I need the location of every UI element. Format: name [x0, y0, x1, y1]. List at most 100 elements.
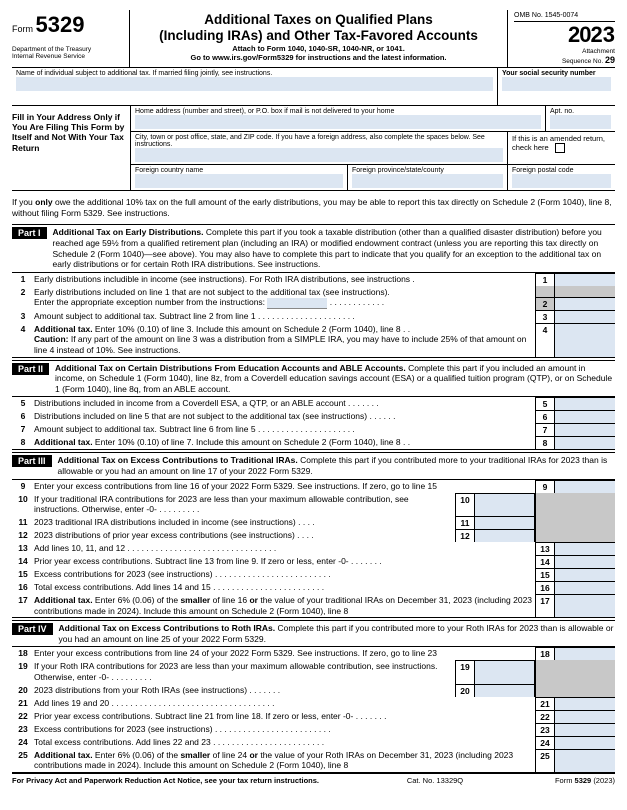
address-block: Fill in Your Address Only if You Are Fil… — [12, 106, 615, 191]
line11-value[interactable] — [475, 516, 535, 529]
foreign-country-field[interactable]: Foreign country name — [131, 165, 347, 190]
part2-header: Part II Additional Tax on Certain Distri… — [12, 360, 615, 398]
city-label: City, town or post office, state, and ZI… — [135, 134, 503, 148]
home-address-field[interactable]: Home address (number and street), or P.O… — [131, 106, 545, 131]
line19-text: If your Roth IRA contributions for 2023 … — [34, 661, 437, 682]
footer-left: For Privacy Act and Paperwork Reduction … — [12, 776, 375, 785]
seq-text: Sequence No. — [562, 58, 603, 65]
city-field[interactable]: City, town or post office, state, and ZI… — [131, 132, 507, 164]
line21-text: Add lines 19 and 20 — [34, 698, 109, 708]
line16-value[interactable] — [555, 581, 615, 594]
line2a-text: Early distributions included on line 1 t… — [34, 287, 390, 297]
line14-text: Prior year excess contributions. Subtrac… — [34, 556, 349, 566]
part2-label: Part II — [12, 363, 49, 375]
line13-text: Add lines 10, 11, and 12 — [34, 543, 125, 553]
header: Form 5329 Department of the Treasury Int… — [12, 10, 615, 68]
line8a-text: Additional tax. — [34, 437, 93, 447]
line15-text: Excess contributions for 2023 (see instr… — [34, 569, 213, 579]
foreign-province-label: Foreign province/state/county — [352, 167, 503, 174]
line3-value[interactable] — [555, 310, 615, 323]
line5-text: Distributions included in income from a … — [34, 398, 346, 408]
line5-value[interactable] — [555, 397, 615, 410]
dept-line2: Internal Revenue Service — [12, 53, 125, 60]
foreign-country-label: Foreign country name — [135, 167, 343, 174]
part2-lines: 5Distributions included in income from a… — [12, 397, 615, 450]
line12-text: 2023 distributions of prior year excess … — [34, 530, 300, 540]
line7-value[interactable] — [555, 423, 615, 436]
title-line1: Additional Taxes on Qualified Plans — [204, 12, 433, 27]
line1-value[interactable] — [555, 273, 615, 286]
name-field[interactable]: Name of individual subject to additional… — [12, 68, 497, 105]
footer: For Privacy Act and Paperwork Reduction … — [12, 773, 615, 785]
line8-value[interactable] — [555, 436, 615, 449]
form-number: 5329 — [36, 12, 85, 37]
line24-value[interactable] — [555, 736, 615, 749]
line4-value[interactable] — [555, 323, 615, 357]
part2-title: Additional Tax on Certain Distributions … — [55, 363, 406, 373]
line8b-text: Enter 10% (0.10) of line 7. Include this… — [93, 437, 401, 447]
form-word: Form — [12, 24, 33, 34]
foreign-province-field[interactable]: Foreign province/state/county — [347, 165, 507, 190]
line15-value[interactable] — [555, 568, 615, 581]
line13-value[interactable] — [555, 542, 615, 555]
line6-value[interactable] — [555, 410, 615, 423]
line6-text: Distributions included on line 5 that ar… — [34, 411, 367, 421]
line9-value[interactable] — [555, 480, 615, 493]
line9-text: Enter your excess contributions from lin… — [34, 480, 535, 493]
line25-value[interactable] — [555, 749, 615, 772]
line23-text: Excess contributions for 2023 (see instr… — [34, 724, 213, 734]
line19-value[interactable] — [475, 660, 535, 683]
dept-line1: Department of the Treasury — [12, 46, 125, 53]
part4-label: Part IV — [12, 623, 53, 635]
line12-value[interactable] — [475, 529, 535, 542]
header-left: Form 5329 Department of the Treasury Int… — [12, 10, 130, 67]
line25a-text: Additional tax. — [34, 750, 93, 760]
intro-note: If you only owe the additional 10% tax o… — [12, 191, 615, 222]
line17-value[interactable] — [555, 594, 615, 617]
line4c-text: Caution: — [34, 334, 68, 344]
line20-value[interactable] — [475, 684, 535, 697]
part4-lines: 18Enter your excess contributions from l… — [12, 647, 615, 773]
name-ssn-row: Name of individual subject to additional… — [12, 68, 615, 106]
attach-line: Attach to Form 1040, 1040-SR, 1040-NR, o… — [136, 44, 501, 53]
form-5329-page: Form 5329 Department of the Treasury Int… — [0, 0, 627, 795]
year-suffix: 23 — [591, 22, 615, 47]
foreign-postal-label: Foreign postal code — [512, 167, 611, 174]
address-instruction: Fill in Your Address Only if You Are Fil… — [12, 106, 130, 190]
line4a-text: Additional tax. — [34, 324, 93, 334]
line14-value[interactable] — [555, 555, 615, 568]
header-mid: Additional Taxes on Qualified Plans (Inc… — [130, 10, 507, 67]
line18-value[interactable] — [555, 647, 615, 660]
part1-header: Part I Additional Tax on Early Distribut… — [12, 224, 615, 273]
part4-header: Part IV Additional Tax on Excess Contrib… — [12, 620, 615, 647]
apt-label: Apt. no. — [550, 108, 611, 115]
part1-label: Part I — [12, 227, 47, 239]
part1-title: Additional Tax on Early Distributions. — [53, 227, 204, 237]
foreign-postal-field[interactable]: Foreign postal code — [507, 165, 615, 190]
line2-value[interactable] — [555, 297, 615, 310]
part3-lines: 9Enter your excess contributions from li… — [12, 480, 615, 619]
line24-text: Total excess contributions. Add lines 22… — [34, 737, 211, 747]
omb-number: OMB No. 1545-0074 — [514, 12, 615, 22]
line10-value[interactable] — [475, 493, 535, 516]
line18-text: Enter your excess contributions from lin… — [34, 647, 535, 660]
seq-num: 29 — [605, 55, 615, 65]
checkbox-icon[interactable] — [555, 143, 565, 153]
line7-text: Amount subject to additional tax. Subtra… — [34, 424, 256, 434]
line23-value[interactable] — [555, 723, 615, 736]
line16-text: Total excess contributions. Add lines 14… — [34, 582, 211, 592]
line10-text: If your traditional IRA contributions fo… — [34, 494, 409, 515]
title-line2: (Including IRAs) and Other Tax-Favored A… — [159, 28, 478, 43]
apt-field[interactable]: Apt. no. — [545, 106, 615, 131]
ssn-field[interactable]: Your social security number — [497, 68, 615, 105]
line22-value[interactable] — [555, 710, 615, 723]
line22-text: Prior year excess contributions. Subtrac… — [34, 711, 353, 721]
line11-text: 2023 traditional IRA distributions inclu… — [34, 517, 300, 527]
amended-check[interactable]: If this is an amended return, check here — [507, 132, 615, 164]
footer-mid: Cat. No. 13329Q — [375, 776, 495, 785]
seq-label: Attachment — [582, 48, 615, 55]
line21-value[interactable] — [555, 697, 615, 710]
line1-text: Early distributions includible in income… — [34, 273, 535, 286]
part3-title: Additional Tax on Excess Contributions t… — [58, 455, 298, 465]
part3-label: Part III — [12, 455, 52, 467]
